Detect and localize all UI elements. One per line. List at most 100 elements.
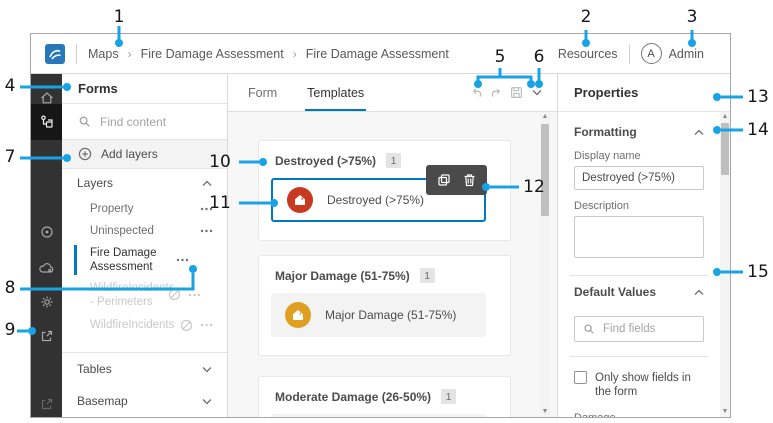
- search-icon: [79, 116, 90, 127]
- callout-3: 3: [686, 7, 698, 27]
- callout-7: 7: [4, 147, 16, 167]
- user-menu[interactable]: Admin: [668, 46, 704, 61]
- scroll-up-arrow[interactable]: ▲: [541, 113, 549, 120]
- template-card-moderate-damage[interactable]: Moderate Damage (26-50%): [271, 414, 486, 417]
- forms-builder-icon[interactable]: [31, 104, 62, 140]
- search-input[interactable]: [100, 114, 200, 129]
- tab-form[interactable]: Form: [248, 86, 278, 100]
- offline-cloud-icon[interactable]: [31, 253, 62, 285]
- scrollbar-thumb[interactable]: [541, 124, 549, 216]
- layers-section-header[interactable]: Layers: [62, 169, 227, 197]
- not-visible-icon: [180, 319, 193, 331]
- default-values-section-header[interactable]: Default Values: [574, 284, 704, 300]
- resources-link[interactable]: Resources: [557, 46, 618, 61]
- basemap-section-header[interactable]: Basemap: [62, 385, 227, 417]
- count-badge: 1: [419, 268, 435, 283]
- templates-scrollbar[interactable]: ▲ ▼: [540, 112, 550, 417]
- open-in-new-icon[interactable]: [31, 388, 62, 420]
- chevron-down-icon: [202, 398, 212, 404]
- tables-section-header[interactable]: Tables: [62, 353, 227, 385]
- forms-panel: Forms Add layers Layers Property: [62, 74, 228, 417]
- find-fields-input[interactable]: [603, 323, 693, 335]
- template-group-destroyed: Destroyed (>75%) 1 Destroyed (>75%): [258, 140, 511, 241]
- only-show-fields-checkbox-row[interactable]: Only show fields in the form: [574, 371, 704, 399]
- formatting-section-title: Formatting: [574, 125, 637, 139]
- forms-panel-title: Forms: [62, 74, 227, 105]
- duplicate-icon[interactable]: [437, 173, 451, 187]
- trash-icon[interactable]: [463, 173, 476, 187]
- avatar[interactable]: A: [640, 43, 662, 64]
- tab-bar: Form Templates: [228, 74, 557, 112]
- destroyed-symbol-icon: [287, 187, 313, 213]
- callout-4: 4: [4, 76, 16, 96]
- callout-12: 12: [523, 177, 545, 197]
- share-icon[interactable]: [31, 320, 62, 352]
- section-divider: [570, 275, 708, 276]
- target-icon[interactable]: [31, 216, 62, 248]
- chevron-down-icon: [202, 366, 212, 372]
- chevron-up-icon: [202, 180, 212, 186]
- chevron-up-icon[interactable]: [694, 289, 704, 296]
- scroll-down-arrow[interactable]: ▼: [721, 408, 729, 415]
- callout-10: 10: [209, 152, 231, 172]
- group-title: Major Damage (51-75%): [275, 268, 410, 283]
- template-hover-toolbar: [426, 165, 487, 195]
- callout-13: 13: [747, 87, 769, 107]
- templates-list: Destroyed (>75%) 1 Destroyed (>75%): [228, 112, 557, 417]
- checkbox-unchecked-icon[interactable]: [574, 371, 587, 384]
- add-layers-button[interactable]: Add layers: [62, 140, 227, 170]
- callout-15: 15: [747, 262, 769, 282]
- layer-row-wildfire-perimeters[interactable]: WildfireIncidents - Perimeters: [62, 278, 227, 312]
- checkbox-label: Only show fields in the form: [595, 372, 691, 398]
- redo-button[interactable]: [488, 84, 505, 101]
- breadcrumb-maps[interactable]: Maps: [88, 46, 119, 61]
- app-sidebar: »: [31, 74, 62, 417]
- template-card-major-damage[interactable]: Major Damage (51-75%): [271, 293, 486, 337]
- callout-6: 6: [533, 47, 545, 67]
- save-button[interactable]: [508, 84, 525, 101]
- tables-section-label: Tables: [77, 362, 112, 376]
- properties-scroll-area: Formatting Display name Description Defa…: [558, 112, 730, 417]
- chevron-right-icon: ›: [292, 46, 297, 61]
- group-title: Destroyed (>75%): [275, 153, 377, 168]
- display-name-input[interactable]: [574, 166, 704, 190]
- ellipsis-menu-icon[interactable]: [200, 323, 213, 327]
- layer-row-fire-damage-assessment[interactable]: Fire Damage Assessment: [62, 242, 227, 278]
- template-card-destroyed[interactable]: Destroyed (>75%): [271, 165, 487, 222]
- ellipsis-menu-icon[interactable]: [200, 207, 213, 211]
- settings-gear-icon[interactable]: [31, 286, 62, 318]
- find-content-search[interactable]: [62, 104, 227, 141]
- count-badge: 1: [441, 389, 457, 404]
- scroll-up-arrow[interactable]: ▲: [721, 113, 729, 120]
- ellipsis-menu-icon[interactable]: [200, 229, 213, 233]
- home-icon[interactable]: [31, 82, 62, 114]
- template-group-moderate-damage: Moderate Damage (26-50%) 1 Moderate Dama…: [258, 376, 511, 417]
- layer-label: WildfireIncidents: [90, 319, 175, 331]
- tab-templates[interactable]: Templates: [305, 86, 367, 111]
- find-fields-search[interactable]: [574, 316, 704, 342]
- description-textarea[interactable]: [574, 216, 704, 258]
- formatting-section-header[interactable]: Formatting: [574, 124, 704, 140]
- chevron-up-icon[interactable]: [694, 129, 704, 136]
- section-divider: [570, 356, 708, 357]
- ellipsis-menu-icon[interactable]: [176, 258, 189, 262]
- properties-scrollbar[interactable]: ▲ ▼: [720, 112, 730, 417]
- layer-label: Fire Damage Assessment: [90, 246, 157, 273]
- layers-section-label: Layers: [77, 176, 114, 191]
- layer-row-wildfire-incidents[interactable]: WildfireIncidents: [62, 312, 227, 338]
- app-window: Maps › Fire Damage Assessment › Fire Dam…: [30, 33, 731, 418]
- ellipsis-menu-icon[interactable]: [188, 293, 201, 297]
- breadcrumb: Maps › Fire Damage Assessment › Fire Dam…: [88, 47, 449, 61]
- group-title: Moderate Damage (26-50%): [275, 389, 432, 404]
- scroll-down-arrow[interactable]: ▼: [541, 408, 549, 415]
- layer-row-uninspected[interactable]: Uninspected: [62, 220, 227, 242]
- layer-row-property[interactable]: Property: [62, 198, 227, 220]
- callout-1: 1: [113, 7, 125, 27]
- damage-field-label: Damage: [574, 412, 704, 417]
- scrollbar-thumb[interactable]: [721, 123, 729, 175]
- breadcrumb-map-name[interactable]: Fire Damage Assessment: [140, 46, 284, 61]
- undo-button[interactable]: [468, 84, 485, 101]
- save-menu-chevron-icon[interactable]: [528, 84, 545, 101]
- template-label: Major Damage (51-75%): [325, 308, 457, 322]
